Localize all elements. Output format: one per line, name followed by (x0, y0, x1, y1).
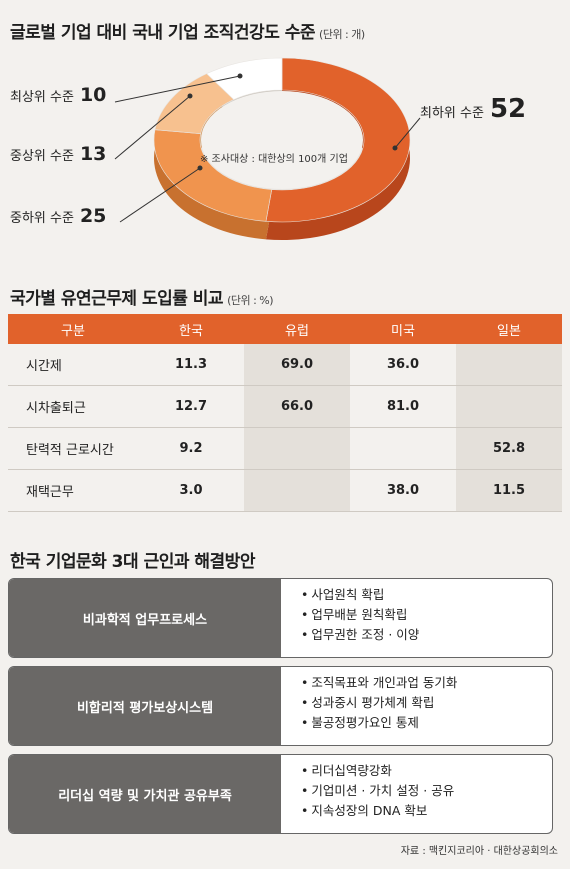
cause-label: 리더십 역량 및 가치관 공유부족 (9, 755, 281, 833)
solution-item: 조직목표와 개인과업 동기화 (301, 673, 457, 693)
table-header-cell: 구분 (61, 323, 85, 339)
donut-label-worst: 최하위 수준 52 (420, 94, 526, 124)
donut-slice-best (206, 57, 283, 100)
donut-section-title: 글로벌 기업 대비 국내 기업 조직건강도 수준 (단위 : 개) (10, 18, 365, 43)
solution-item: 리더십역량강화 (301, 761, 454, 781)
source-note: 자료 : 맥킨지코리아 · 대한상공회의소 (400, 846, 558, 857)
table-title: 국가별 유연근무제 도입률 비교 (10, 289, 224, 309)
donut-label-best: 최상위 수준 10 (10, 84, 106, 106)
leader-line-mid-low (119, 167, 201, 223)
donut-label-mid-high: 중상위 수준 13 (10, 143, 106, 165)
solution-list: 사업원칙 확립 업무배분 원칙확립 업무권한 조정 · 이양 (281, 579, 419, 657)
donut-chart (114, 57, 421, 241)
donut-survey-note: ※ 조사대상 : 대한상의 100개 기업 (200, 154, 348, 165)
leader-dot (187, 93, 193, 99)
donut-label-mid-low-text: 중하위 수준 (10, 211, 74, 226)
cause-label: 비합리적 평가보상시스템 (9, 667, 281, 745)
cause-box-leadership: 리더십 역량 및 가치관 공유부족 리더십역량강화 기업미션 · 가치 설정 ·… (8, 754, 553, 834)
solution-item: 지속성장의 DNA 확보 (301, 801, 454, 821)
table-cell: 36.0 (350, 344, 456, 386)
solution-item: 기업미션 · 가치 설정 · 공유 (301, 781, 454, 801)
donut-label-mid-low-value: 25 (79, 205, 107, 227)
solution-item: 성과중시 평가체계 확립 (301, 693, 457, 713)
donut-label-worst-value: 52 (489, 94, 527, 124)
leader-line-mid-high (114, 95, 191, 160)
table-header-cell: 한국 (179, 323, 203, 339)
flex-work-table: 구분 한국 유럽 미국 일본 시간제 11.3 69.0 36.0 시차출퇴근 … (8, 314, 562, 512)
table-cell (456, 344, 562, 386)
donut-label-mid-low: 중하위 수준 25 (10, 205, 106, 227)
table-section-title: 국가별 유연근무제 도입률 비교 (단위 : %) (10, 284, 274, 309)
table-cell (244, 428, 350, 470)
donut-label-mid-high-text: 중상위 수준 (10, 149, 74, 164)
solution-list: 리더십역량강화 기업미션 · 가치 설정 · 공유 지속성장의 DNA 확보 (281, 755, 454, 833)
donut-center (201, 91, 363, 189)
table-header-cell: 일본 (497, 323, 521, 339)
table-row: 시차출퇴근 12.7 66.0 81.0 (8, 386, 562, 428)
leader-dot (392, 145, 398, 151)
donut-label-best-text: 최상위 수준 (10, 90, 74, 105)
table-row: 재택근무 3.0 38.0 11.5 (8, 470, 562, 512)
table-cell: 81.0 (350, 386, 456, 428)
leader-dot (197, 165, 203, 171)
donut-label-best-value: 10 (79, 84, 107, 106)
table-row-label: 시차출퇴근 (8, 386, 138, 428)
solution-item: 업무권한 조정 · 이양 (301, 625, 419, 645)
solution-item: 업무배분 원칙확립 (301, 605, 419, 625)
leader-line-best (114, 75, 241, 103)
table-cell (350, 428, 456, 470)
table-unit: (단위 : %) (227, 294, 274, 307)
table-cell: 9.2 (138, 428, 244, 470)
table-cell (244, 470, 350, 512)
table-cell: 69.0 (244, 344, 350, 386)
table-cell: 3.0 (138, 470, 244, 512)
donut-label-worst-text: 최하위 수준 (420, 106, 484, 121)
table-cell: 38.0 (350, 470, 456, 512)
donut-label-mid-high-value: 13 (79, 143, 107, 165)
table-row-label: 탄력적 근로시간 (8, 428, 138, 470)
cause-box-process: 비과학적 업무프로세스 사업원칙 확립 업무배분 원칙확립 업무권한 조정 · … (8, 578, 553, 658)
table-cell: 11.5 (456, 470, 562, 512)
table-cell: 66.0 (244, 386, 350, 428)
table-row: 시간제 11.3 69.0 36.0 (8, 344, 562, 386)
table-cell: 12.7 (138, 386, 244, 428)
table-row: 탄력적 근로시간 9.2 52.8 (8, 428, 562, 470)
table-header-cell: 유럽 (285, 323, 309, 339)
table-header-row: 구분 한국 유럽 미국 일본 (8, 314, 562, 344)
cause-box-evaluation: 비합리적 평가보상시스템 조직목표와 개인과업 동기화 성과중시 평가체계 확립… (8, 666, 553, 746)
solution-item: 불공정평가요인 통제 (301, 713, 457, 733)
table-cell: 11.3 (138, 344, 244, 386)
donut-slice-worst (265, 57, 411, 223)
solution-item: 사업원칙 확립 (301, 585, 419, 605)
cause-label: 비과학적 업무프로세스 (9, 579, 281, 657)
table-header-cell: 미국 (391, 323, 415, 339)
table-cell: 52.8 (456, 428, 562, 470)
donut-unit: (단위 : 개) (319, 28, 365, 41)
donut-title: 글로벌 기업 대비 국내 기업 조직건강도 수준 (10, 23, 316, 43)
table-row-label: 시간제 (8, 344, 138, 386)
solution-list: 조직목표와 개인과업 동기화 성과중시 평가체계 확립 불공정평가요인 통제 (281, 667, 457, 745)
table-row-label: 재택근무 (8, 470, 138, 512)
causes-section-title: 한국 기업문화 3대 근인과 해결방안 (10, 552, 255, 572)
leader-dot (237, 73, 243, 79)
leader-line-worst (394, 117, 421, 149)
table-cell (456, 386, 562, 428)
